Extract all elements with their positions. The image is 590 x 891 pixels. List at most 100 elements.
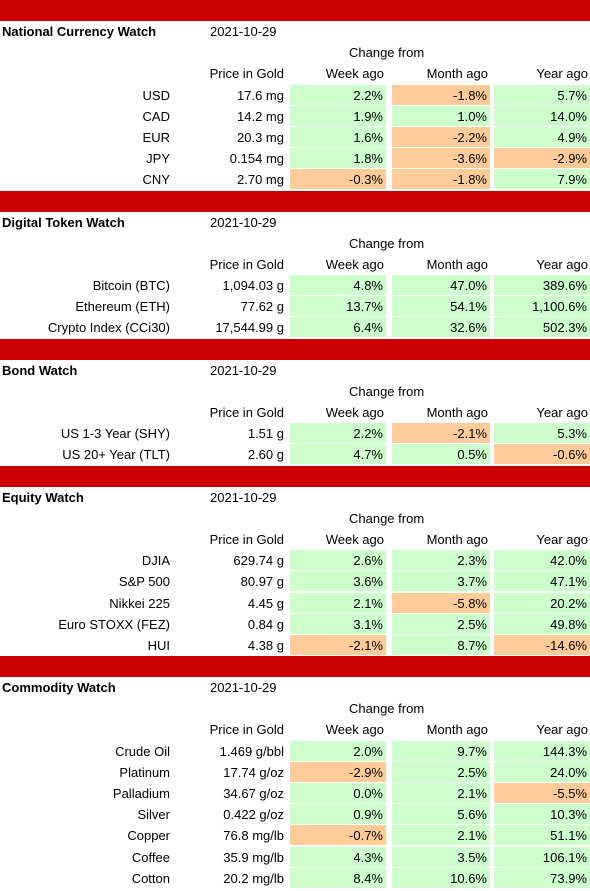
section-divider-bar [0, 338, 590, 360]
price-cell: 4.45 g [247, 595, 284, 611]
week-change-cell: 0.0% [290, 783, 386, 803]
row-label: Silver [137, 807, 170, 823]
row-label: US 1-3 Year (SHY) [60, 426, 170, 442]
table-row: Nikkei 225 4.45 g 2.1% -5.8% 20.2% [0, 592, 590, 614]
price-cell: 2.60 g [247, 447, 284, 463]
section-date: 2021-10-29 [210, 24, 277, 39]
row-label: Crypto Index (CCi30) [47, 320, 170, 336]
table-row: Cotton 20.2 mg/lb 8.4% 10.6% 73.9% [0, 867, 590, 889]
month-change-cell: 2.5% [392, 761, 490, 782]
price-cell: 1.469 g/bbl [219, 743, 284, 759]
price-cell: 629.74 g [233, 553, 284, 569]
section-title: Digital Token Watch [2, 214, 125, 230]
year-change-cell: -0.6% [494, 444, 590, 465]
price-cell: 76.8 mg/lb [223, 828, 284, 844]
year-change-cell: 144.3% [494, 740, 590, 761]
price-cell: 17.74 g/oz [223, 764, 284, 780]
year-change-cell: 47.1% [494, 571, 590, 592]
month-change-cell: 1.0% [392, 105, 490, 126]
month-change-cell: 8.7% [392, 634, 490, 655]
table-row: DJIA 629.74 g 2.6% 2.3% 42.0% [0, 550, 590, 571]
row-label: US 20+ Year (TLT) [62, 447, 170, 463]
price-cell: 17,544.99 g [215, 320, 284, 336]
section-divider-bar [0, 190, 590, 212]
table-row: USD 17.6 mg 2.2% -1.8% 5.7% [0, 84, 590, 106]
row-label: Platinum [119, 764, 170, 780]
year-change-cell: 10.3% [494, 804, 590, 825]
week-change-cell: 4.3% [290, 846, 386, 867]
table-row: US 20+ Year (TLT) 2.60 g 4.7% 0.5% -0.6% [0, 444, 590, 465]
week-change-cell: 2.6% [290, 550, 386, 571]
week-change-cell: 4.8% [290, 275, 386, 296]
week-change-cell: 0.9% [290, 804, 386, 825]
year-header: Year ago [536, 405, 588, 420]
month-change-cell: 10.6% [392, 867, 490, 888]
price-header: Price in Gold [209, 256, 284, 272]
month-change-cell: 3.5% [392, 846, 490, 867]
section-2: Bond Watch 2021-10-29 Change from Price in … [0, 338, 590, 466]
table-row: Crypto Index (CCi30) 17,544.99 g 6.4% 32.6%… [0, 317, 590, 338]
table-row: HUI 4.38 g -2.1% 8.7% -14.6% [0, 634, 590, 656]
table-row: Crude Oil 1.469 g/bbl 2.0% 9.7% 144.3% [0, 740, 590, 762]
month-change-cell: -1.8% [392, 84, 490, 105]
year-change-cell: 5.7% [494, 84, 590, 105]
section-title: National Currency Watch [2, 24, 157, 39]
week-change-cell: 6.4% [290, 317, 386, 338]
month-change-cell: -5.8% [392, 592, 490, 613]
month-change-cell: 54.1% [392, 296, 490, 317]
row-label: HUI [147, 637, 170, 653]
price-header: Price in Gold [209, 531, 284, 547]
section-title: Bond Watch [2, 362, 78, 378]
year-change-cell: -14.6% [494, 634, 590, 655]
year-change-cell: 106.1% [494, 846, 590, 867]
price-cell: 1.51 g [247, 426, 284, 442]
week-change-cell: 3.6% [290, 571, 386, 592]
month-change-cell: 2.1% [392, 825, 490, 846]
week-header: Week ago [325, 405, 384, 420]
row-label: CNY [142, 172, 170, 188]
row-label: USD [142, 87, 170, 103]
month-header: Month ago [426, 66, 488, 82]
table-row: EUR 20.3 mg 1.6% -2.2% 4.9% [0, 126, 590, 148]
change-from-row: Change from [0, 698, 590, 719]
price-cell: 20.3 mg [237, 129, 284, 145]
section-title: Equity Watch [2, 489, 84, 505]
year-change-cell: 49.8% [494, 613, 590, 634]
section-title-row: Commodity Watch 2021-10-29 [0, 677, 590, 698]
price-cell: 4.38 g [247, 637, 284, 653]
table-row: Ethereum (ETH) 77.62 g 13.7% 54.1% 1,100.6% [0, 296, 590, 317]
month-header: Month ago [426, 531, 488, 547]
week-change-cell: 1.8% [290, 148, 386, 169]
price-header: Price in Gold [209, 722, 284, 738]
column-header-row: Price in Gold Week ago Month ago Year ago [0, 719, 590, 740]
year-change-cell: 24.0% [494, 761, 590, 782]
change-from-header: Change from [349, 45, 425, 61]
column-header-row: Price in Gold Week ago Month ago Year ago [0, 402, 590, 423]
year-change-cell: -2.9% [494, 148, 590, 169]
month-change-cell: -2.2% [392, 126, 490, 147]
row-label: Nikkei 225 [109, 595, 170, 611]
week-header: Week ago [325, 722, 384, 738]
price-header: Price in Gold [209, 66, 284, 82]
row-label: EUR [142, 129, 170, 145]
table-row: JPY 0.154 mg 1.8% -3.6% -2.9% [0, 148, 590, 169]
section-3: Equity Watch 2021-10-29 Change from Price i… [0, 465, 590, 657]
row-label: S&P 500 [118, 574, 170, 590]
table-row: Copper 76.8 mg/lb -0.7% 2.1% 51.1% [0, 825, 590, 846]
week-change-cell: 2.1% [290, 592, 386, 613]
month-change-cell: 2.3% [392, 550, 490, 571]
table-row: Bitcoin (BTC) 1,094.03 g 4.8% 47.0% 389.6% [0, 275, 590, 296]
month-change-cell: 2.5% [392, 613, 490, 634]
change-from-row: Change from [0, 381, 590, 402]
week-change-cell: 8.4% [290, 867, 386, 888]
year-change-cell: 1,100.6% [494, 296, 590, 317]
month-change-cell: -1.8% [392, 169, 490, 190]
month-change-cell: 0.5% [392, 444, 490, 465]
section-title: Commodity Watch [2, 680, 116, 696]
change-from-row: Change from [0, 42, 590, 63]
week-change-cell: 2.0% [290, 740, 386, 761]
price-cell: 77.62 g [240, 299, 284, 315]
year-change-cell: 42.0% [494, 550, 590, 571]
row-label: Ethereum (ETH) [75, 299, 170, 315]
section-title-row: Digital Token Watch 2021-10-29 [0, 212, 590, 233]
